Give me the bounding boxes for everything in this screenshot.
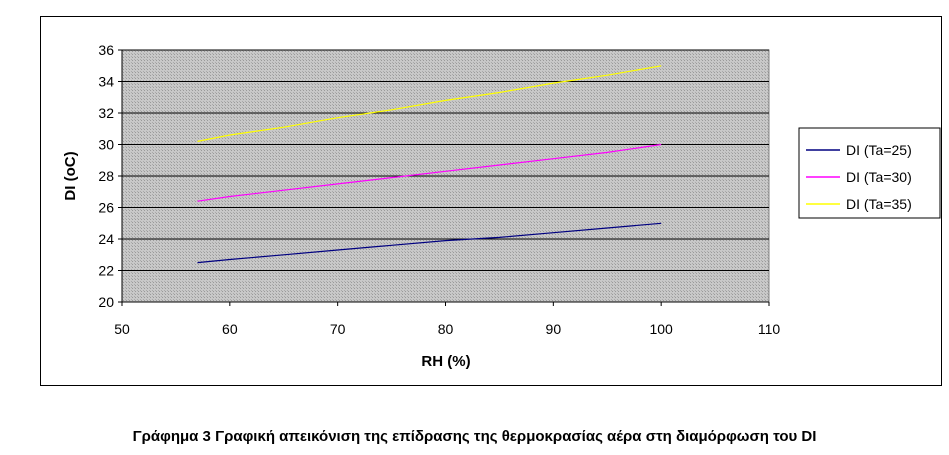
x-axis-label: RH (%) — [421, 353, 470, 370]
y-tick-label: 32 — [98, 105, 114, 121]
x-tick-label: 90 — [546, 321, 562, 337]
x-tick-label: 60 — [222, 321, 238, 337]
series-line-1 — [197, 222, 662, 264]
y-tick-label: 24 — [98, 231, 114, 247]
y-tick-label: 36 — [98, 42, 114, 58]
figure-caption: Γράφημα 3 Γραφική απεικόνιση της επίδρασ… — [132, 428, 817, 445]
x-tick-label: 100 — [649, 321, 673, 337]
x-tick-label: 50 — [114, 321, 130, 337]
y-tick-labels: 20 22 24 26 28 30 32 34 36 — [98, 42, 122, 310]
y-tick-label: 30 — [98, 137, 114, 153]
y-axis-label: DI (oC) — [62, 151, 79, 200]
y-tick-label: 22 — [98, 263, 114, 279]
x-tick-label: 70 — [330, 321, 346, 337]
legend-label-1: DI (Ta=25) — [846, 142, 912, 158]
series-line-3 — [197, 65, 662, 142]
legend: DI (Ta=25) DI (Ta=30) DI (Ta=35) — [798, 127, 941, 219]
x-tick-label: 110 — [758, 321, 781, 337]
series-line-2 — [197, 143, 662, 202]
y-tick-label: 26 — [98, 200, 114, 216]
x-tick-labels: 50 60 70 80 90 100 110 — [114, 302, 780, 337]
legend-box — [798, 127, 941, 219]
legend-label-3: DI (Ta=35) — [846, 196, 912, 212]
y-tick-label: 20 — [98, 294, 114, 310]
y-tick-label: 28 — [98, 168, 114, 184]
legend-label-2: DI (Ta=30) — [846, 169, 912, 185]
x-tick-label: 80 — [438, 321, 454, 337]
series-lines — [197, 65, 662, 264]
y-tick-label: 34 — [98, 74, 114, 90]
